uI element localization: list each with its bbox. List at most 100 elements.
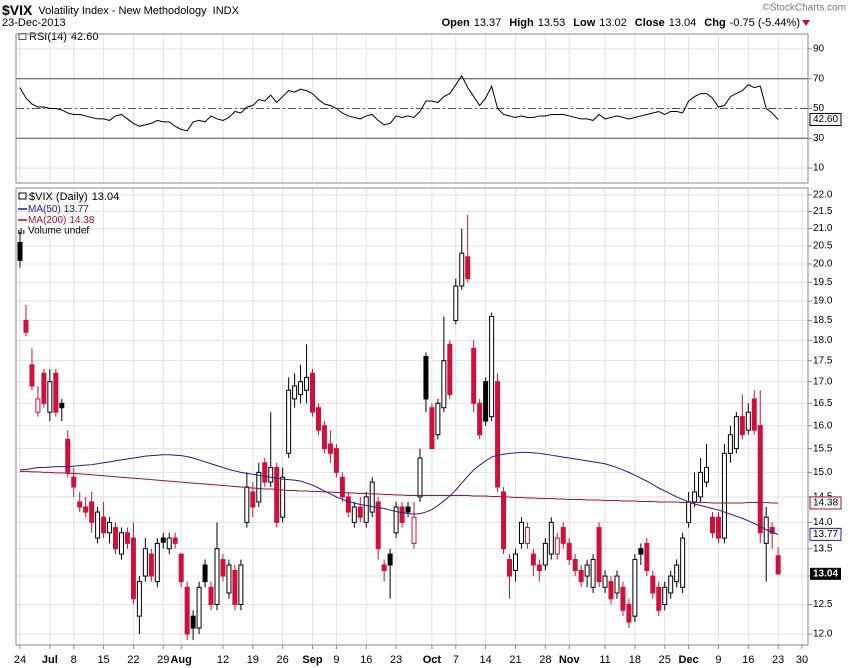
candle-body (674, 564, 680, 583)
candle-body (566, 542, 572, 561)
moving-average (20, 470, 779, 504)
y-tick-label: 20.0 (813, 259, 833, 270)
x-tick-label: 26 (277, 654, 289, 666)
x-tick-label: Jul (42, 654, 58, 666)
x-tick-label: 9 (715, 654, 721, 666)
y-tick-label: 13.5 (813, 543, 833, 554)
legend-icon (18, 230, 20, 234)
candle-body (381, 564, 387, 572)
legend-value: 14.38 (69, 215, 94, 226)
candle-body (220, 559, 226, 577)
candle-body (560, 527, 566, 544)
candle-body (459, 252, 465, 287)
candle-body (232, 570, 238, 605)
candle-body (41, 372, 47, 404)
candle-body (226, 564, 232, 594)
candle-body (315, 407, 321, 431)
candle-body (692, 491, 698, 503)
candle-body (739, 416, 745, 436)
x-tick-label: 28 (539, 654, 551, 666)
x-tick-label: 30 (796, 654, 808, 666)
x-tick-label: 25 (659, 654, 671, 666)
candle-body (375, 501, 381, 550)
candle-body (53, 372, 59, 413)
candle-body (23, 319, 29, 333)
legend-entry: MA(50) 13.77 (28, 204, 89, 215)
y-tick-label: 22.0 (813, 190, 833, 201)
quote-value: 13.37 (474, 17, 502, 29)
quote-label: Open (442, 17, 470, 29)
candle-body (124, 532, 130, 544)
candle-body (441, 360, 447, 409)
candle-body (584, 564, 590, 577)
y-tick-label: 14.0 (813, 517, 833, 528)
quote-label: Chg (704, 17, 725, 29)
x-tick-label: 21 (509, 654, 521, 666)
candle-body (668, 575, 674, 594)
candle-body (262, 462, 268, 483)
x-tick-label: 23 (390, 654, 402, 666)
down-arrow (802, 20, 810, 26)
candle-body (196, 586, 202, 629)
candle-body (208, 586, 214, 605)
price-panel: 12.012.513.013.514.014.515.015.516.016.5… (14, 187, 842, 666)
x-tick-label: Oct (423, 654, 442, 666)
y-tick-label: 17.0 (813, 376, 833, 387)
legend-value: 13.77 (64, 204, 89, 215)
x-tick-label: 22 (127, 654, 139, 666)
legend-entry: RSI(14) 42.60 (29, 31, 98, 43)
x-tick-label: 24 (14, 654, 26, 666)
y-tick-label: 90 (813, 44, 825, 55)
candle-body (626, 603, 632, 623)
legend-icon (18, 192, 27, 200)
candle-body (83, 506, 89, 513)
candle-body (650, 575, 656, 594)
legend-name: RSI(14) (29, 31, 67, 43)
candle-body (554, 537, 560, 555)
candle-body (465, 256, 471, 280)
instrument-name: Volatility Index - New Methodology (38, 5, 207, 17)
panel-border (15, 187, 809, 646)
candle-body (614, 575, 620, 594)
candle-body (333, 448, 339, 473)
candle-body (154, 542, 160, 583)
legend-icon (20, 228, 22, 234)
candle-body (256, 471, 262, 503)
candle-body (632, 559, 638, 617)
candle-body (596, 527, 602, 583)
candle-body (107, 521, 113, 534)
last-value-tag (809, 496, 842, 510)
candle-body (35, 398, 41, 413)
y-tick-label: 21.0 (813, 223, 833, 234)
legend-entry: $VIX (Daily) 13.04 (29, 191, 119, 203)
candle-body (578, 570, 584, 583)
candle-body (274, 467, 280, 523)
y-tick-label: 16.0 (813, 420, 833, 431)
candle-body (202, 564, 208, 583)
candle-body (495, 381, 501, 488)
candle-body (608, 581, 614, 600)
last-value-tag (810, 567, 841, 580)
candle-body (542, 542, 548, 566)
candle-body (662, 586, 668, 605)
last-value-tag (809, 527, 842, 541)
y-tick-label: 15.0 (813, 467, 833, 478)
candle-body (602, 575, 608, 588)
y-tick-label: 19.0 (813, 296, 833, 307)
last-value-label: 14.38 (813, 498, 838, 509)
candle-body (59, 402, 65, 409)
candle-body (680, 537, 686, 588)
last-value-label: 13.77 (813, 529, 838, 540)
moving-average (19, 451, 779, 535)
candle-body (351, 506, 357, 523)
candle-body (483, 381, 489, 422)
candle-body (745, 411, 751, 431)
candle-body (160, 537, 166, 543)
quote-value: 13.53 (538, 17, 566, 29)
candle-body (715, 516, 721, 539)
x-tick-label: 7 (453, 654, 459, 666)
candle-body (417, 457, 423, 498)
candle-body (89, 501, 95, 523)
candle-body (501, 491, 507, 550)
y-tick-label: 20.5 (813, 241, 833, 252)
